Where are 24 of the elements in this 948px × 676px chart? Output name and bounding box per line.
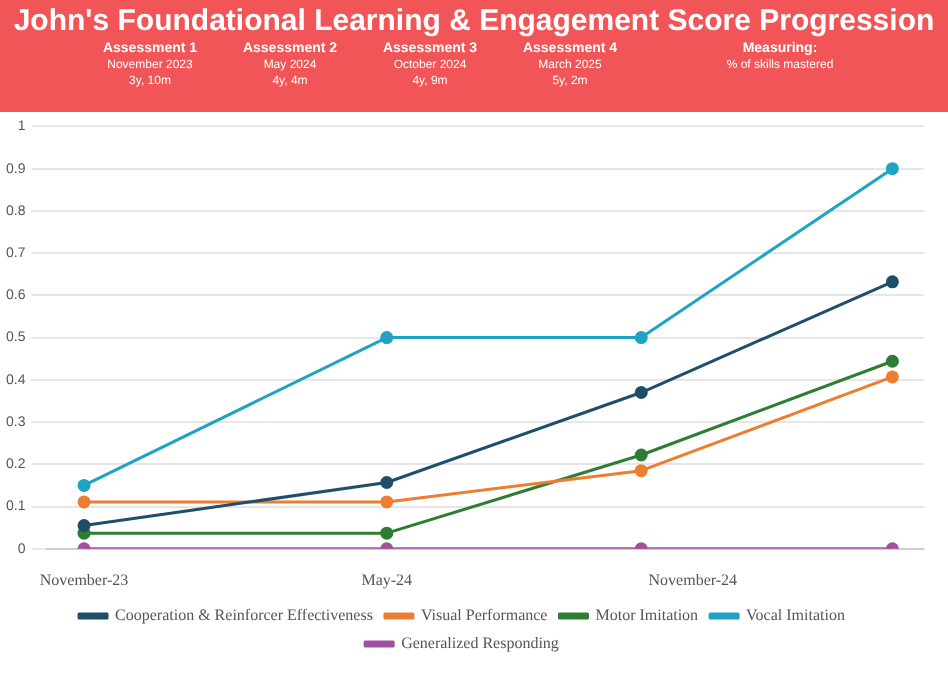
point — [380, 475, 394, 489]
x-tick-label: November-23 — [39, 570, 129, 589]
point — [885, 275, 899, 289]
point — [380, 495, 394, 509]
legend-label: Motor Imitation — [595, 606, 699, 625]
chart-title: John's Foundational Learning & Engagement Score Progression — [11, 4, 937, 38]
point — [380, 331, 394, 345]
point — [634, 448, 648, 462]
point — [634, 331, 648, 345]
point — [885, 354, 899, 368]
legend-label: Generalized Responding — [401, 634, 559, 653]
legend-label: Visual Performance — [420, 606, 549, 625]
point — [634, 386, 648, 400]
point — [380, 526, 394, 540]
x-tick-label: November-24 — [648, 570, 738, 589]
legend-label: Cooperation & Reinforcer Effectiveness — [115, 606, 373, 625]
point — [885, 370, 899, 384]
point — [77, 478, 91, 492]
point — [77, 495, 91, 509]
point — [634, 464, 648, 478]
point — [77, 519, 91, 533]
point — [885, 162, 899, 176]
legend-label: Vocal Imitation — [746, 606, 845, 625]
x-tick-label: May-24 — [361, 570, 413, 589]
